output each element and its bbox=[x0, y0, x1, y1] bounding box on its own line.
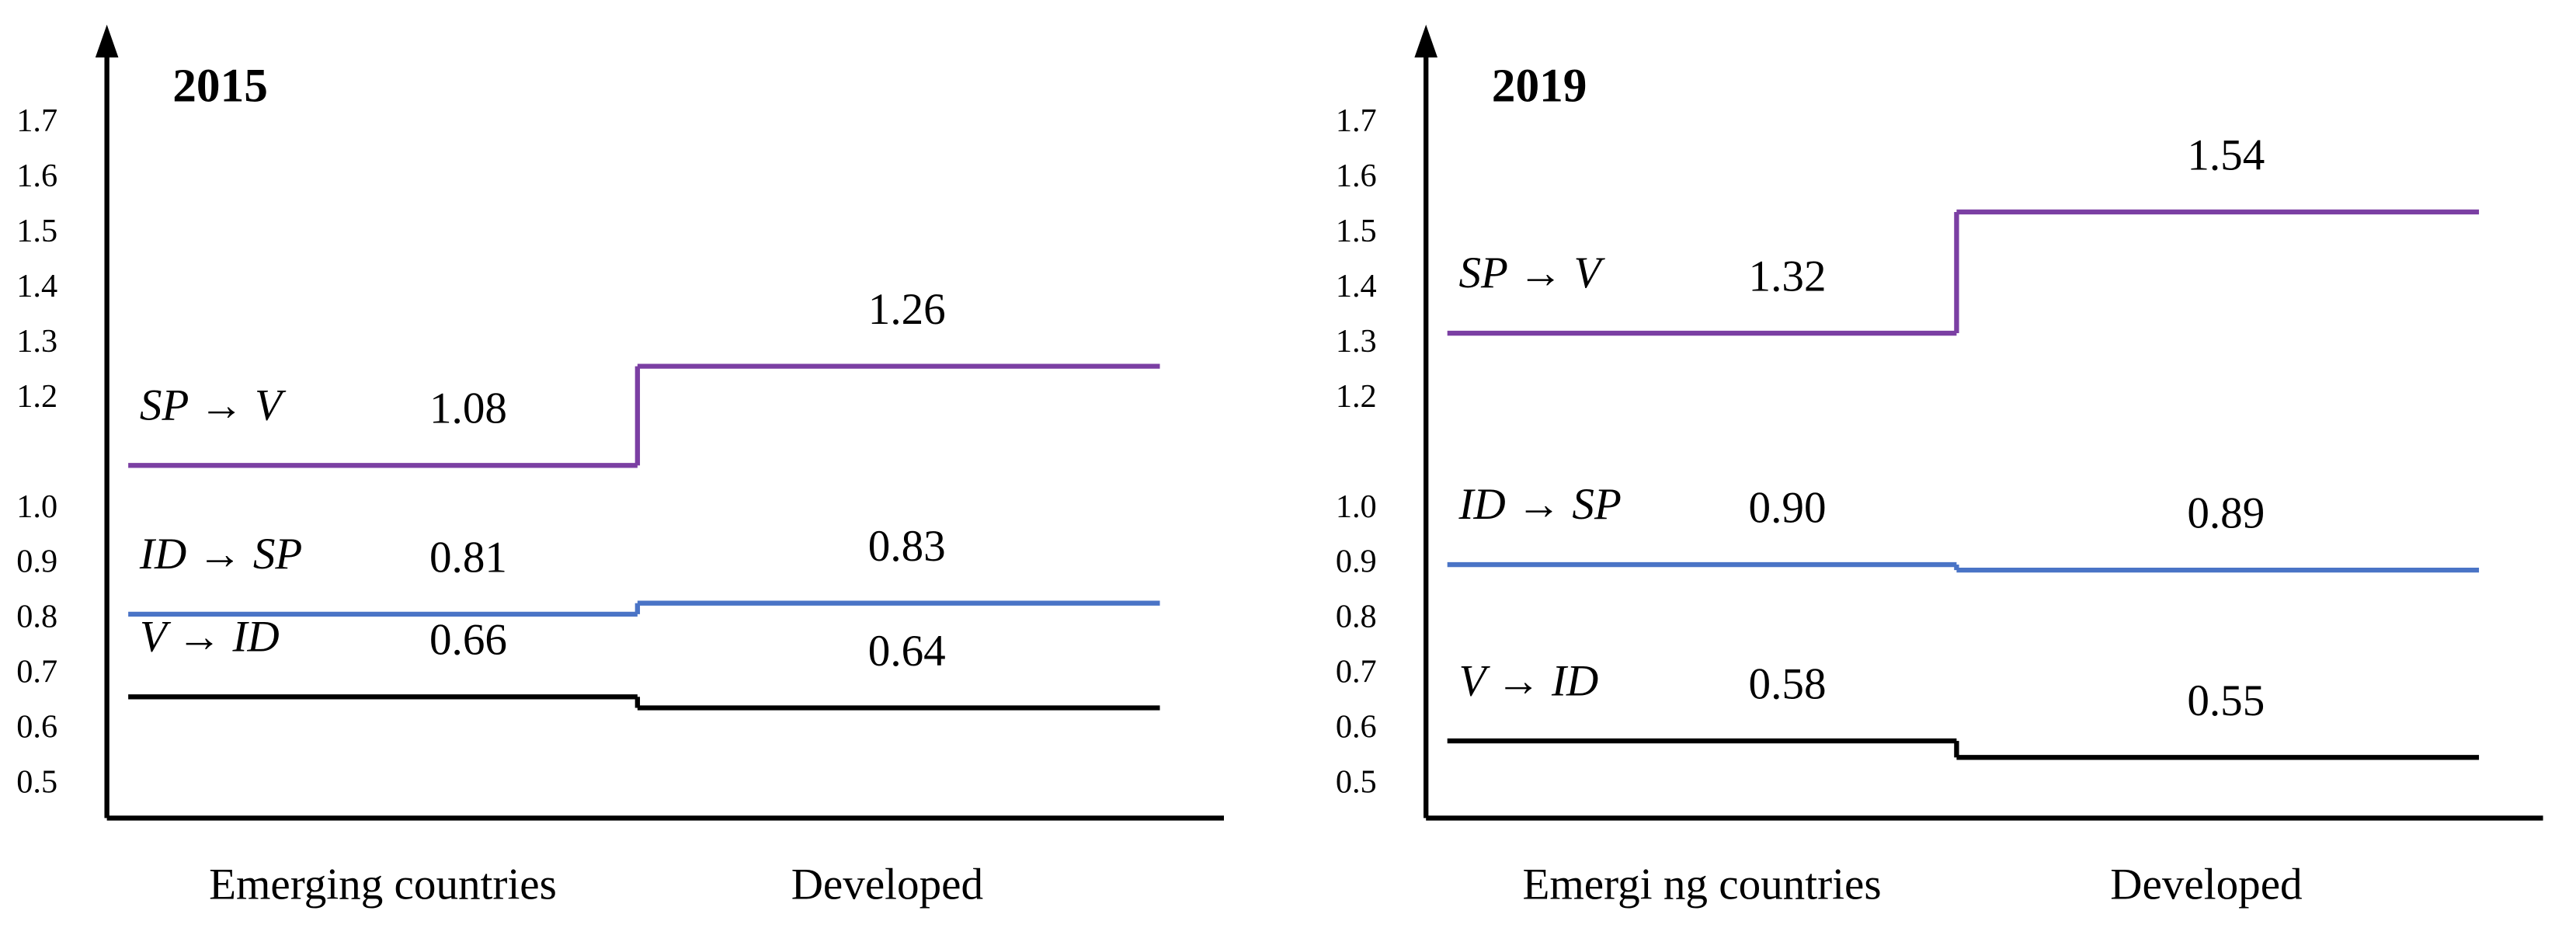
y-tick-label: 0.8 bbox=[1336, 599, 1377, 635]
y-tick-label: 0.8 bbox=[16, 599, 57, 635]
y-tick-label: 0.9 bbox=[16, 544, 57, 580]
value-label: 0.83 bbox=[868, 522, 946, 571]
y-tick-label: 1.6 bbox=[16, 158, 57, 194]
x-tick-label: Developed bbox=[2110, 860, 2302, 909]
y-tick-label: 1.0 bbox=[16, 488, 57, 525]
y-tick-label: 1.0 bbox=[1336, 488, 1377, 525]
value-label: 1.26 bbox=[868, 285, 946, 334]
y-tick-label: 0.6 bbox=[1336, 709, 1377, 746]
series-name: V → ID bbox=[1458, 656, 1598, 705]
y-tick-label: 0.7 bbox=[16, 654, 57, 690]
y-tick-label: 1.3 bbox=[1336, 323, 1377, 360]
y-axis-arrow bbox=[95, 24, 119, 58]
x-tick-label: Emerging countries bbox=[209, 860, 557, 909]
y-axis-arrow bbox=[1414, 24, 1437, 58]
value-label: 0.55 bbox=[2187, 676, 2265, 725]
series-name: SP → V bbox=[140, 381, 287, 430]
y-tick-label: 1.7 bbox=[16, 103, 57, 139]
y-tick-label: 1.4 bbox=[1336, 268, 1377, 304]
x-tick-label: Developed bbox=[791, 860, 983, 909]
y-tick-label: 1.4 bbox=[16, 268, 57, 304]
y-tick-label: 1.2 bbox=[1336, 378, 1377, 415]
value-label: 1.32 bbox=[1749, 252, 1827, 301]
y-tick-label: 1.5 bbox=[16, 213, 57, 249]
series-name: V → ID bbox=[140, 612, 280, 661]
y-tick-label: 0.9 bbox=[1336, 544, 1377, 580]
y-tick-label: 1.6 bbox=[1336, 158, 1377, 194]
y-tick-label: 1.7 bbox=[1336, 103, 1377, 139]
y-tick-label: 0.7 bbox=[1336, 654, 1377, 690]
y-tick-label: 1.3 bbox=[16, 323, 57, 360]
y-tick-label: 0.6 bbox=[16, 709, 57, 746]
value-label: 0.64 bbox=[868, 627, 946, 676]
y-tick-label: 0.5 bbox=[16, 764, 57, 801]
x-tick-label: Emergi ng countries bbox=[1523, 860, 1882, 909]
value-label: 0.58 bbox=[1749, 659, 1827, 708]
value-label: 0.89 bbox=[2187, 489, 2265, 538]
chart-title: 2015 bbox=[172, 59, 268, 112]
value-label: 1.08 bbox=[429, 384, 507, 433]
y-tick-label: 1.5 bbox=[1336, 213, 1377, 249]
series-name: ID → SP bbox=[139, 530, 302, 579]
y-tick-label: 1.2 bbox=[16, 378, 57, 415]
value-label: 0.81 bbox=[429, 533, 507, 582]
y-tick-label: 0.5 bbox=[1336, 764, 1377, 801]
chart-title: 2019 bbox=[1492, 59, 1587, 112]
series-name: SP → V bbox=[1458, 249, 1605, 297]
value-label: 0.66 bbox=[429, 616, 507, 665]
value-label: 1.54 bbox=[2187, 130, 2265, 179]
value-label: 0.90 bbox=[1749, 483, 1827, 532]
series-name: ID → SP bbox=[1458, 480, 1621, 529]
